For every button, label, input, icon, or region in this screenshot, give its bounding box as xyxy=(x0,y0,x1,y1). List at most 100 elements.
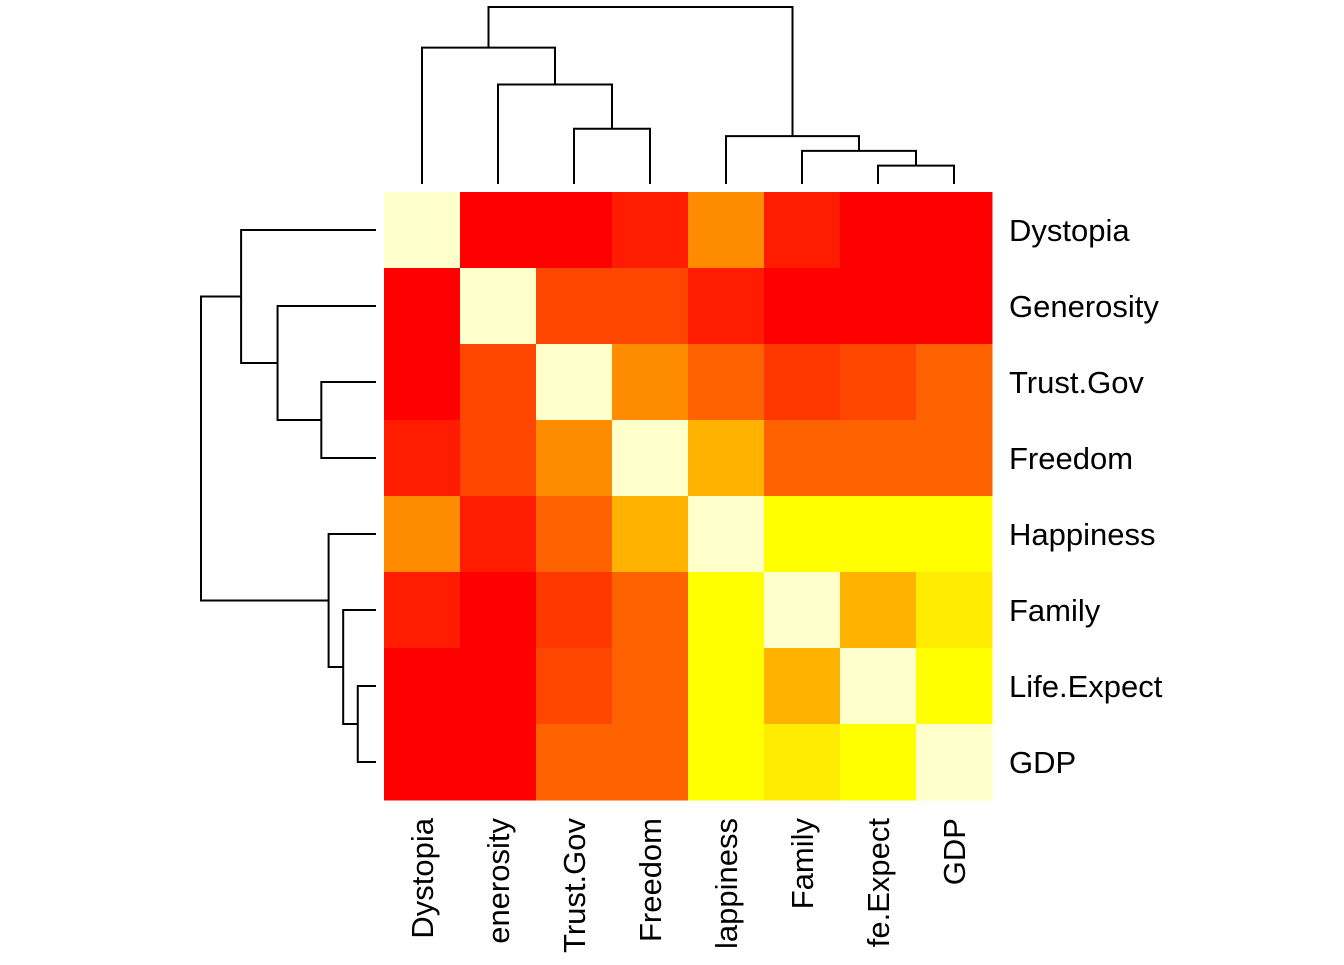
heatmap-cell-Freedom-Happiness xyxy=(688,420,765,497)
column-label-Trust.Gov: Trust.Gov xyxy=(557,818,592,953)
column-dendrogram-branch-3 xyxy=(573,127,651,184)
row-label-GDP: GDP xyxy=(1009,745,1076,780)
heatmap-cell-Happiness-Freedom xyxy=(612,496,689,573)
row-labels: Dystopia Generosity Trust.Gov Freedom Happin… xyxy=(1009,213,1163,780)
heatmap-cell-Freedom-Life.Expect xyxy=(840,420,917,497)
row-label-Life.Expect: Life.Expect xyxy=(1009,669,1163,704)
heatmap-cell-Dystopia-Life.Expect xyxy=(840,192,917,269)
column-label-Happiness: lappiness xyxy=(709,818,744,949)
heatmap-cell-GDP-Dystopia xyxy=(384,724,461,801)
heatmap-cell-Family-Life.Expect xyxy=(840,572,917,649)
row-label-Family: Family xyxy=(1009,593,1101,628)
row-dendrogram-branch-3 xyxy=(320,381,376,459)
heatmap-cell-Trust.Gov-GDP xyxy=(916,344,993,421)
heatmap-cell-Generosity-Freedom xyxy=(612,268,689,345)
heatmap-cell-GDP-Life.Expect xyxy=(840,724,917,801)
row-dendrogram-branch-5 xyxy=(240,229,376,364)
heatmap-cell-Trust.Gov-Trust.Gov xyxy=(536,344,613,421)
column-dendrogram xyxy=(421,6,955,184)
heatmap-cell-Trust.Gov-Happiness xyxy=(688,344,765,421)
column-dendrogram-branch-2 xyxy=(725,135,860,184)
row-label-Generosity: Generosity xyxy=(1009,289,1159,324)
heatmap-cell-Freedom-Trust.Gov xyxy=(536,420,613,497)
heatmap-cell-Trust.Gov-Generosity xyxy=(460,344,537,421)
heatmap-cell-Dystopia-Dystopia xyxy=(384,192,461,269)
row-label-Trust.Gov: Trust.Gov xyxy=(1009,365,1144,400)
heatmap-cell-Trust.Gov-Life.Expect xyxy=(840,344,917,421)
row-dendrogram-branch-1 xyxy=(342,609,376,725)
column-dendrogram-branch-0 xyxy=(877,164,955,184)
column-dendrogram-branch-1 xyxy=(801,149,917,184)
column-dendrogram-branch-5 xyxy=(421,46,556,184)
heatmap-cell-Family-Generosity xyxy=(460,572,537,649)
heatmap-cell-Life.Expect-Family xyxy=(764,648,841,725)
heatmap-cell-Family-Dystopia xyxy=(384,572,461,649)
heatmap-cell-Generosity-Trust.Gov xyxy=(536,268,613,345)
row-dendrogram-branch-6 xyxy=(200,295,329,602)
column-dendrogram-branch-4 xyxy=(497,83,613,184)
heatmap-cells xyxy=(384,192,993,801)
row-label-Dystopia: Dystopia xyxy=(1009,213,1130,248)
heatmap-cell-GDP-Generosity xyxy=(460,724,537,801)
heatmap-cell-Freedom-Family xyxy=(764,420,841,497)
heatmap-cell-Dystopia-Generosity xyxy=(460,192,537,269)
heatmap-cell-Life.Expect-Life.Expect xyxy=(840,648,917,725)
heatmap-cell-Family-GDP xyxy=(916,572,993,649)
column-dendrogram-branch-6 xyxy=(487,6,794,137)
heatmap-cell-Freedom-GDP xyxy=(916,420,993,497)
heatmap-cell-Happiness-Happiness xyxy=(688,496,765,573)
heatmap-cell-Family-Freedom xyxy=(612,572,689,649)
row-dendrogram-branch-0 xyxy=(356,685,376,763)
row-dendrogram xyxy=(200,229,376,763)
column-label-Generosity: enerosity xyxy=(481,818,516,944)
heatmap-cell-Freedom-Dystopia xyxy=(384,420,461,497)
heatmap-cell-Life.Expect-Dystopia xyxy=(384,648,461,725)
heatmap-cell-Family-Happiness xyxy=(688,572,765,649)
column-label-Life.Expect: fe.Expect xyxy=(861,818,896,948)
heatmap-cell-Life.Expect-Happiness xyxy=(688,648,765,725)
heatmap-cell-Generosity-Generosity xyxy=(460,268,537,345)
row-label-Happiness: Happiness xyxy=(1009,517,1155,552)
heatmap-cell-Freedom-Freedom xyxy=(612,420,689,497)
heatmap-cell-Dystopia-Happiness xyxy=(688,192,765,269)
heatmap-cell-Life.Expect-Generosity xyxy=(460,648,537,725)
column-label-Dystopia: Dystopia xyxy=(405,817,440,938)
heatmap-cell-GDP-Freedom xyxy=(612,724,689,801)
column-label-Family: Family xyxy=(785,818,820,910)
heatmap-cell-Family-Trust.Gov xyxy=(536,572,613,649)
row-label-Freedom: Freedom xyxy=(1009,441,1133,476)
heatmap-cell-GDP-GDP xyxy=(916,724,993,801)
heatmap-cell-Generosity-GDP xyxy=(916,268,993,345)
heatmap-cell-Dystopia-GDP xyxy=(916,192,993,269)
heatmap-cell-Dystopia-Family xyxy=(764,192,841,269)
row-dendrogram-branch-4 xyxy=(276,305,376,421)
heatmap-cell-Freedom-Generosity xyxy=(460,420,537,497)
heatmap-cell-Happiness-Dystopia xyxy=(384,496,461,573)
heatmap-cell-Trust.Gov-Freedom xyxy=(612,344,689,421)
column-label-Freedom: Freedom xyxy=(633,818,668,942)
column-label-GDP: GDP xyxy=(937,818,972,885)
heatmap-cell-Generosity-Life.Expect xyxy=(840,268,917,345)
heatmap-cell-Happiness-GDP xyxy=(916,496,993,573)
heatmap-cell-Life.Expect-Trust.Gov xyxy=(536,648,613,725)
heatmap-cell-Life.Expect-Freedom xyxy=(612,648,689,725)
row-dendrogram-branch-2 xyxy=(327,533,376,668)
heatmap-cell-Life.Expect-GDP xyxy=(916,648,993,725)
heatmap-cell-Trust.Gov-Dystopia xyxy=(384,344,461,421)
heatmap-cell-GDP-Family xyxy=(764,724,841,801)
heatmap-cell-Family-Family xyxy=(764,572,841,649)
heatmap-cell-Happiness-Life.Expect xyxy=(840,496,917,573)
heatmap-cell-Generosity-Happiness xyxy=(688,268,765,345)
heatmap-cell-Trust.Gov-Family xyxy=(764,344,841,421)
heatmap-cell-Happiness-Trust.Gov xyxy=(536,496,613,573)
heatmap-cell-GDP-Trust.Gov xyxy=(536,724,613,801)
heatmap-cell-Dystopia-Trust.Gov xyxy=(536,192,613,269)
heatmap-cell-Generosity-Family xyxy=(764,268,841,345)
heatmap-cell-Happiness-Family xyxy=(764,496,841,573)
heatmap-cell-Dystopia-Freedom xyxy=(612,192,689,269)
column-labels: Dystopia enerosity Trust.Gov Freedom lappine… xyxy=(405,817,972,953)
heatmap-cell-Happiness-Generosity xyxy=(460,496,537,573)
heatmap-cell-Generosity-Dystopia xyxy=(384,268,461,345)
